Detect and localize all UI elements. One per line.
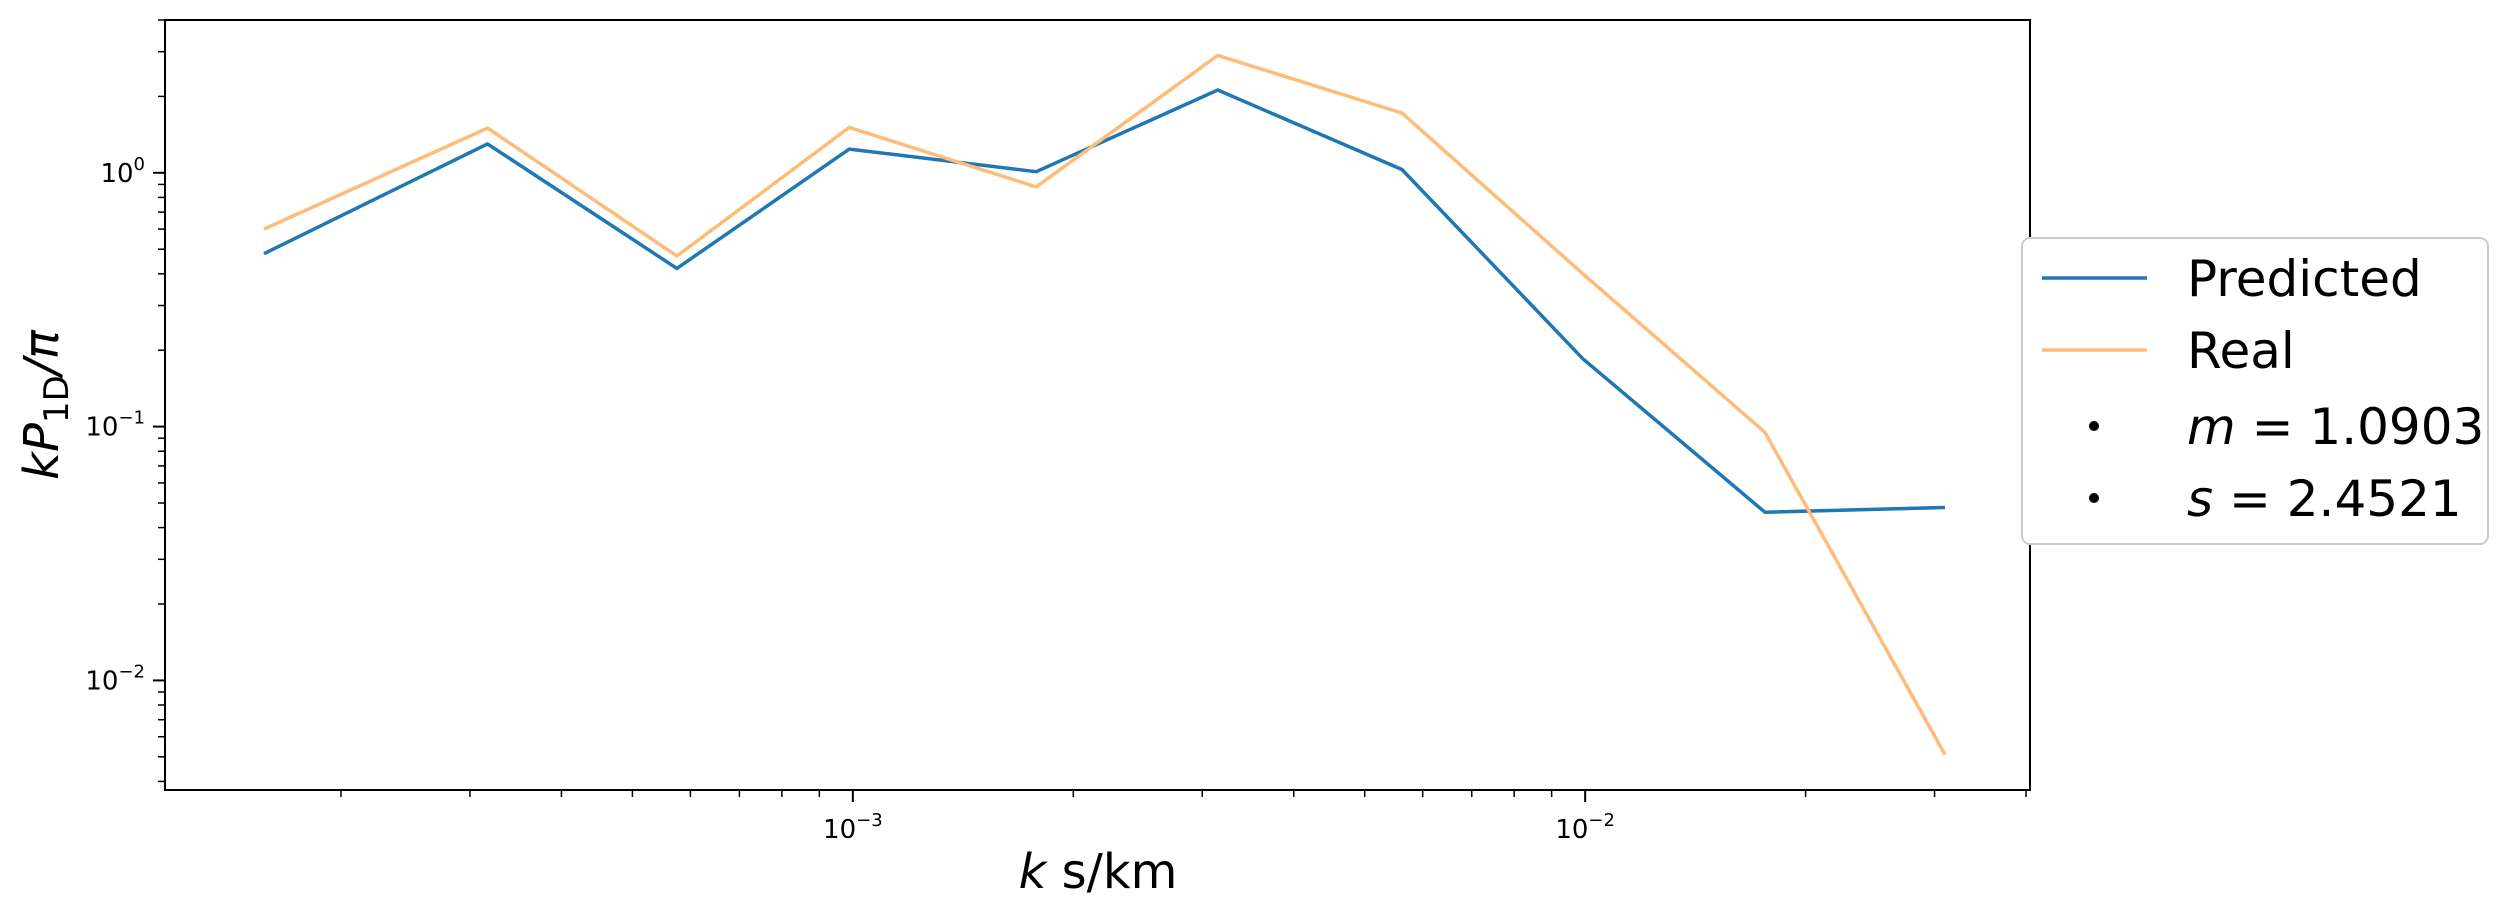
plot-frame (164, 19, 2031, 791)
legend-marker-s (2089, 493, 2099, 503)
y-tick-label: 10−2 (85, 661, 145, 696)
minor-ticks (158, 19, 2027, 797)
x-tick-label: 10−3 (823, 810, 883, 845)
series-line-real (263, 53, 1947, 756)
legend-label-m: m = 1.0903 (2187, 398, 2484, 456)
svg-text:kP1D/π: kP1D/π (14, 329, 77, 480)
x-tick-label: 10−2 (1555, 810, 1615, 845)
legend: Predicted Real m = 1.0903 s = 2.4521 (2021, 237, 2489, 545)
series-layer (263, 53, 1947, 756)
series-line-predicted (263, 88, 1946, 514)
y-tick-label: 100 (100, 154, 145, 189)
y-axis-label: kP1D/π (14, 329, 77, 480)
major-ticks: 10−3 10−2 100 10−1 10−2 (85, 154, 1615, 845)
y-tick-label: 10−1 (85, 408, 145, 443)
legend-label-real: Real (2187, 322, 2295, 380)
legend-box (2021, 237, 2489, 545)
x-axis-label: k s/km (1019, 844, 1178, 900)
legend-label-predicted: Predicted (2187, 250, 2422, 308)
legend-label-s: s = 2.4521 (2187, 470, 2462, 528)
legend-marker-m (2089, 421, 2099, 431)
